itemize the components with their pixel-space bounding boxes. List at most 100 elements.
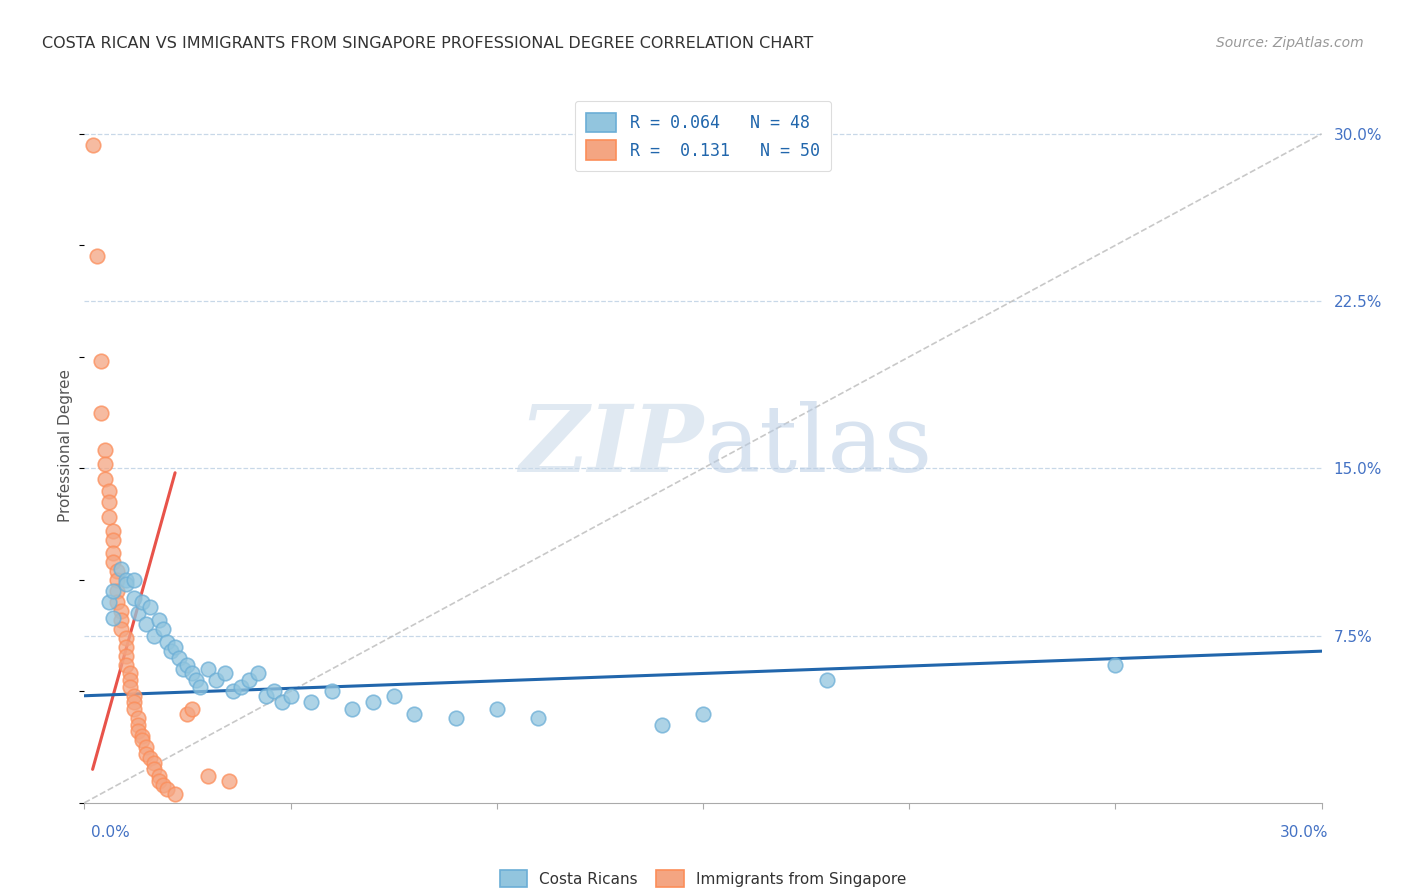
Point [131, 733, 153, 747]
Point [122, 696, 145, 710]
Point [110, 613, 132, 627]
Point [527, 711, 550, 725]
Point [110, 562, 132, 576]
Text: 0.0%: 0.0% [91, 825, 131, 840]
Point [139, 599, 162, 614]
Point [148, 773, 170, 788]
Point [118, 673, 141, 687]
Point [114, 640, 136, 654]
Point [180, 666, 202, 681]
Point [342, 702, 364, 716]
Point [156, 635, 179, 649]
Point [98, 595, 121, 609]
Point [127, 717, 149, 731]
Point [1104, 657, 1126, 672]
Point [361, 696, 384, 710]
Text: atlas: atlas [703, 401, 932, 491]
Point [485, 702, 508, 716]
Point [143, 762, 166, 776]
Point [114, 631, 136, 645]
Point [105, 595, 128, 609]
Point [98, 494, 121, 508]
Point [321, 684, 343, 698]
Point [131, 729, 153, 743]
Point [176, 657, 198, 672]
Point [152, 622, 174, 636]
Point [105, 573, 128, 587]
Point [94, 457, 117, 471]
Point [82, 138, 104, 153]
Point [180, 702, 202, 716]
Point [94, 473, 117, 487]
Point [214, 666, 236, 681]
Point [114, 657, 136, 672]
Point [118, 666, 141, 681]
Point [167, 651, 190, 665]
Point [122, 689, 145, 703]
Legend: Costa Ricans, Immigrants from Singapore: Costa Ricans, Immigrants from Singapore [492, 863, 914, 892]
Point [188, 680, 211, 694]
Point [98, 510, 121, 524]
Point [110, 622, 132, 636]
Point [197, 769, 219, 783]
Point [103, 533, 125, 547]
Point [263, 684, 285, 698]
Point [143, 756, 166, 770]
Point [135, 617, 157, 632]
Point [148, 613, 170, 627]
Point [127, 724, 149, 739]
Point [127, 607, 149, 621]
Point [692, 706, 714, 721]
Point [205, 673, 228, 687]
Point [271, 696, 294, 710]
Point [114, 573, 136, 587]
Point [444, 711, 467, 725]
Point [184, 673, 207, 687]
Point [218, 773, 240, 788]
Point [152, 778, 174, 792]
Point [127, 711, 149, 725]
Point [172, 662, 194, 676]
Point [139, 751, 162, 765]
Point [90, 405, 112, 420]
Point [148, 769, 170, 783]
Point [94, 443, 117, 458]
Point [122, 573, 145, 587]
Point [110, 604, 132, 618]
Point [280, 689, 302, 703]
Point [229, 680, 252, 694]
Point [651, 717, 673, 731]
Point [118, 680, 141, 694]
Point [222, 684, 245, 698]
Point [86, 249, 108, 264]
Point [103, 583, 125, 598]
Point [176, 706, 198, 721]
Point [103, 555, 125, 569]
Point [122, 591, 145, 605]
Point [404, 706, 426, 721]
Point [135, 747, 157, 761]
Point [98, 483, 121, 498]
Point [238, 673, 260, 687]
Text: Source: ZipAtlas.com: Source: ZipAtlas.com [1216, 36, 1364, 50]
Point [105, 564, 128, 578]
Point [165, 787, 187, 801]
Point [299, 696, 322, 710]
Point [90, 354, 112, 368]
Point [197, 662, 219, 676]
Point [143, 628, 166, 642]
Point [135, 740, 157, 755]
Point [246, 666, 269, 681]
Point [103, 524, 125, 538]
Point [103, 546, 125, 560]
Y-axis label: Professional Degree: Professional Degree [58, 369, 73, 523]
Point [156, 782, 179, 797]
Point [815, 673, 838, 687]
Text: COSTA RICAN VS IMMIGRANTS FROM SINGAPORE PROFESSIONAL DEGREE CORRELATION CHART: COSTA RICAN VS IMMIGRANTS FROM SINGAPORE… [42, 36, 814, 51]
Point [131, 595, 153, 609]
Point [114, 648, 136, 663]
Text: 30.0%: 30.0% [1281, 825, 1329, 840]
Point [103, 610, 125, 624]
Point [165, 640, 187, 654]
Point [114, 577, 136, 591]
